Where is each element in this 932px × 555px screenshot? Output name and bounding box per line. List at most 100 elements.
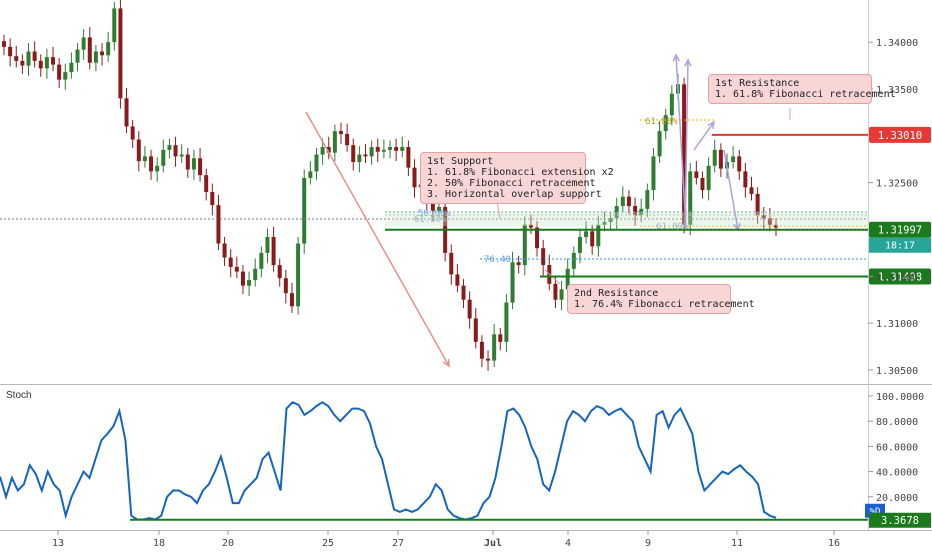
candle-body <box>124 98 129 127</box>
candle-body <box>718 149 723 169</box>
candle-body <box>388 147 392 150</box>
fib-label: 50.00% <box>418 209 451 219</box>
candle-body <box>100 51 105 56</box>
candle-body <box>577 236 582 253</box>
price-tick-label: 1.31500 <box>876 272 918 283</box>
candle-body <box>412 167 417 188</box>
price-tick-label: 1.33500 <box>876 85 918 96</box>
candle-body <box>553 283 558 300</box>
stoch-tick-label: 60.0000 <box>876 442 918 453</box>
annotation-line: 1. 61.8% Fibonacci retracement <box>715 89 896 100</box>
candle-body <box>265 236 270 253</box>
price-level-label: 1.33010 <box>878 130 922 142</box>
time-tick-label: 20 <box>222 538 234 549</box>
candle-body <box>761 215 766 219</box>
candle-body <box>326 147 331 153</box>
candle-body <box>700 177 705 191</box>
second-resistance-annotation: 2nd Resistance 1. 76.4% Fibonacci retrac… <box>567 284 755 314</box>
stoch-title: Stoch <box>6 390 32 401</box>
countdown-tag <box>869 237 931 253</box>
axes-layer: 1.34000 1.33500 1.32500 1.31500 1.31000 1.305… <box>52 38 924 549</box>
annotation-line: 2nd Resistance <box>574 288 659 299</box>
candle-body <box>590 231 595 247</box>
candle-body <box>44 57 49 69</box>
fib-label: 61.80% <box>414 215 447 225</box>
down-leg-arrow <box>305 111 450 367</box>
candle-body <box>614 206 619 219</box>
price-level-label: 1.31498 <box>878 271 922 283</box>
candle-body <box>345 133 350 146</box>
small-down-arrow <box>723 149 739 231</box>
candle-body <box>179 154 184 157</box>
candle-body <box>314 154 319 172</box>
up-leg-arrow <box>675 54 687 229</box>
candle-body <box>473 318 478 342</box>
candle-body <box>522 224 527 266</box>
candle-body <box>688 171 693 225</box>
candle-body <box>38 60 43 69</box>
candle-body <box>234 266 239 272</box>
candle-body <box>651 156 656 191</box>
stoch-line-layer: %D3.3678 <box>0 401 931 528</box>
up-leg-arrow-head <box>672 53 681 62</box>
candle-body <box>259 252 264 269</box>
annotation-line: 1st Support <box>427 156 494 167</box>
fib-label: 61.80% <box>645 117 678 127</box>
up-leg-arrow-2 <box>684 59 689 229</box>
candle-body <box>706 165 711 191</box>
candle-body <box>87 37 92 63</box>
fib-label: 61.80% <box>656 222 689 232</box>
candle-body <box>363 154 368 157</box>
candle-body <box>737 156 742 172</box>
price-level-tag <box>869 268 931 285</box>
candle-body <box>743 171 748 188</box>
candle-body <box>2 41 6 47</box>
candle-body <box>8 46 13 57</box>
candle-body <box>142 156 147 162</box>
candle-body <box>767 218 772 225</box>
candle-body <box>289 293 294 307</box>
annotation-line: 1. 76.4% Fibonacci retracement <box>574 299 755 310</box>
small-up-arrow-head <box>707 120 716 130</box>
levels-layer: 1.33010 1.31997 1.31498 18:17 <box>385 126 931 285</box>
candle-body <box>626 196 631 207</box>
time-tick-label: 16 <box>828 538 840 549</box>
candle-body <box>381 149 386 152</box>
candle-body <box>400 147 405 151</box>
price-level-tag <box>869 126 931 143</box>
candle-body <box>222 243 227 258</box>
candle-body <box>149 156 154 172</box>
first-resistance-annotation: 1st Resistance 1. 61.8% Fibonacci retrac… <box>708 74 896 104</box>
candle-body <box>731 156 736 163</box>
candle-body <box>694 171 699 178</box>
candle-body <box>559 289 564 300</box>
candle-body <box>510 262 515 303</box>
candle-body <box>191 158 196 170</box>
time-tick-label: Jul <box>484 538 502 549</box>
first-support-annotation: 1st Support 1. 61.8% Fibonacci extension… <box>420 152 614 204</box>
candle-body <box>461 285 466 300</box>
candle-body <box>93 51 98 63</box>
candle-body <box>216 205 221 244</box>
candle-body <box>516 262 521 266</box>
candle-body <box>198 158 203 176</box>
time-tick-label: 18 <box>153 538 165 549</box>
stoch-tick-label: 80.0000 <box>876 417 918 428</box>
candle-body <box>657 131 662 157</box>
candle-body <box>565 268 570 290</box>
arrows-layer <box>305 53 791 368</box>
time-tick-label: 27 <box>392 538 404 549</box>
candle-body <box>584 231 589 237</box>
support-zone-band <box>385 212 868 226</box>
annotation-line: 3. Horizontal overlap support <box>427 189 602 200</box>
candle-body <box>14 56 19 61</box>
candle-body <box>633 206 638 216</box>
fib-label: 76.40 <box>484 255 511 265</box>
stoch-tick-label: 100.0000 <box>876 392 924 403</box>
candle-body <box>369 147 374 157</box>
annotation-line: 2. 50% Fibonacci retracement <box>427 178 596 189</box>
candle-body <box>228 257 233 267</box>
candle-body <box>663 115 668 132</box>
